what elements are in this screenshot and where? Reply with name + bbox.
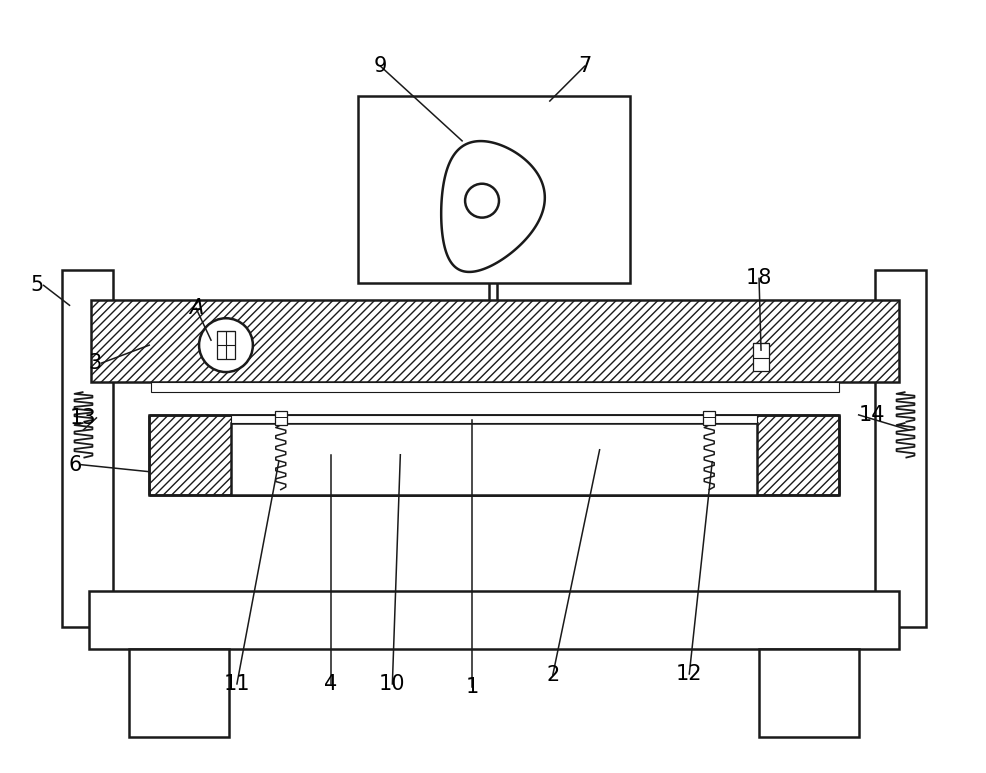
- Bar: [875, 271, 927, 627]
- Text: 10: 10: [379, 674, 405, 694]
- Bar: [129, 649, 229, 737]
- Text: 4: 4: [324, 674, 337, 694]
- Bar: [231, 415, 757, 423]
- Circle shape: [199, 318, 252, 372]
- Text: 3: 3: [88, 353, 102, 373]
- Bar: [231, 423, 757, 495]
- Bar: [90, 591, 898, 649]
- Polygon shape: [441, 141, 545, 272]
- Bar: [151, 382, 839, 392]
- Bar: [703, 411, 715, 425]
- Bar: [275, 411, 287, 425]
- Bar: [92, 301, 898, 382]
- Bar: [359, 96, 629, 284]
- Text: 12: 12: [676, 664, 703, 684]
- Bar: [753, 343, 769, 371]
- Text: 18: 18: [745, 268, 772, 288]
- Text: 13: 13: [70, 408, 97, 428]
- Bar: [759, 649, 859, 737]
- Text: 9: 9: [374, 56, 387, 77]
- Text: 5: 5: [31, 275, 43, 295]
- Bar: [149, 415, 839, 495]
- Text: 1: 1: [465, 677, 478, 697]
- Text: 14: 14: [859, 405, 885, 425]
- Text: A: A: [189, 298, 203, 318]
- Text: 7: 7: [578, 56, 592, 77]
- Text: 2: 2: [546, 665, 559, 685]
- Bar: [61, 271, 113, 627]
- Bar: [217, 331, 235, 359]
- Text: 11: 11: [224, 674, 250, 694]
- Circle shape: [465, 184, 499, 218]
- Text: 6: 6: [68, 455, 82, 475]
